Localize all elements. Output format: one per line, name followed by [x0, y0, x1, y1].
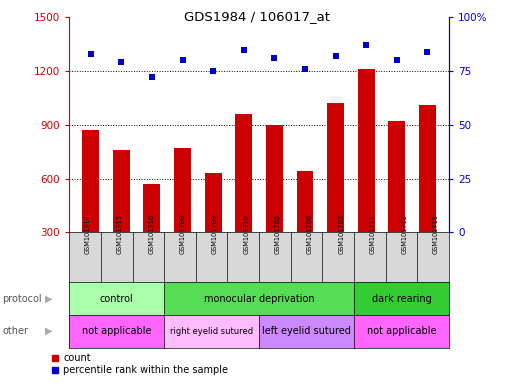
Bar: [113, 150, 130, 232]
Point: [270, 55, 279, 61]
Text: GSM101710: GSM101710: [243, 214, 249, 254]
Text: protocol: protocol: [3, 293, 42, 304]
Point: [117, 60, 125, 66]
Text: other: other: [3, 326, 29, 336]
Text: not applicable: not applicable: [82, 326, 151, 336]
Text: GSM101713: GSM101713: [433, 214, 439, 254]
Legend: count, percentile rank within the sample: count, percentile rank within the sample: [46, 349, 232, 379]
Bar: [358, 69, 374, 232]
Bar: [235, 114, 252, 232]
Bar: [419, 105, 436, 232]
Point: [87, 51, 95, 57]
Text: GSM101715: GSM101715: [117, 214, 123, 254]
Text: not applicable: not applicable: [367, 326, 436, 336]
Text: GSM101716: GSM101716: [148, 214, 154, 254]
Point: [179, 57, 187, 63]
Point: [423, 49, 431, 55]
Text: ▶: ▶: [45, 326, 52, 336]
Point: [301, 66, 309, 72]
Bar: [388, 121, 405, 232]
Text: GSM101707: GSM101707: [338, 214, 344, 254]
Text: GSM101714: GSM101714: [85, 214, 91, 254]
Text: GSM101711: GSM101711: [370, 214, 376, 254]
Bar: [266, 125, 283, 232]
Point: [148, 74, 156, 81]
Text: GSM101706: GSM101706: [306, 214, 312, 254]
Text: GSM101709: GSM101709: [211, 214, 218, 254]
Point: [393, 57, 401, 63]
Bar: [205, 173, 222, 232]
Text: control: control: [100, 293, 133, 304]
Point: [240, 46, 248, 53]
Bar: [327, 103, 344, 232]
Bar: [82, 130, 99, 232]
Text: monocular deprivation: monocular deprivation: [204, 293, 314, 304]
Text: GDS1984 / 106017_at: GDS1984 / 106017_at: [184, 10, 329, 23]
Bar: [144, 184, 161, 232]
Bar: [297, 171, 313, 232]
Text: left eyelid sutured: left eyelid sutured: [262, 326, 351, 336]
Text: right eyelid sutured: right eyelid sutured: [170, 327, 253, 336]
Text: ▶: ▶: [45, 293, 52, 304]
Text: GSM101708: GSM101708: [180, 214, 186, 254]
Bar: [174, 148, 191, 232]
Point: [209, 68, 217, 74]
Text: GSM101712: GSM101712: [401, 214, 407, 254]
Point: [362, 42, 370, 48]
Text: dark rearing: dark rearing: [371, 293, 431, 304]
Text: GSM101705: GSM101705: [275, 214, 281, 254]
Point: [331, 53, 340, 59]
